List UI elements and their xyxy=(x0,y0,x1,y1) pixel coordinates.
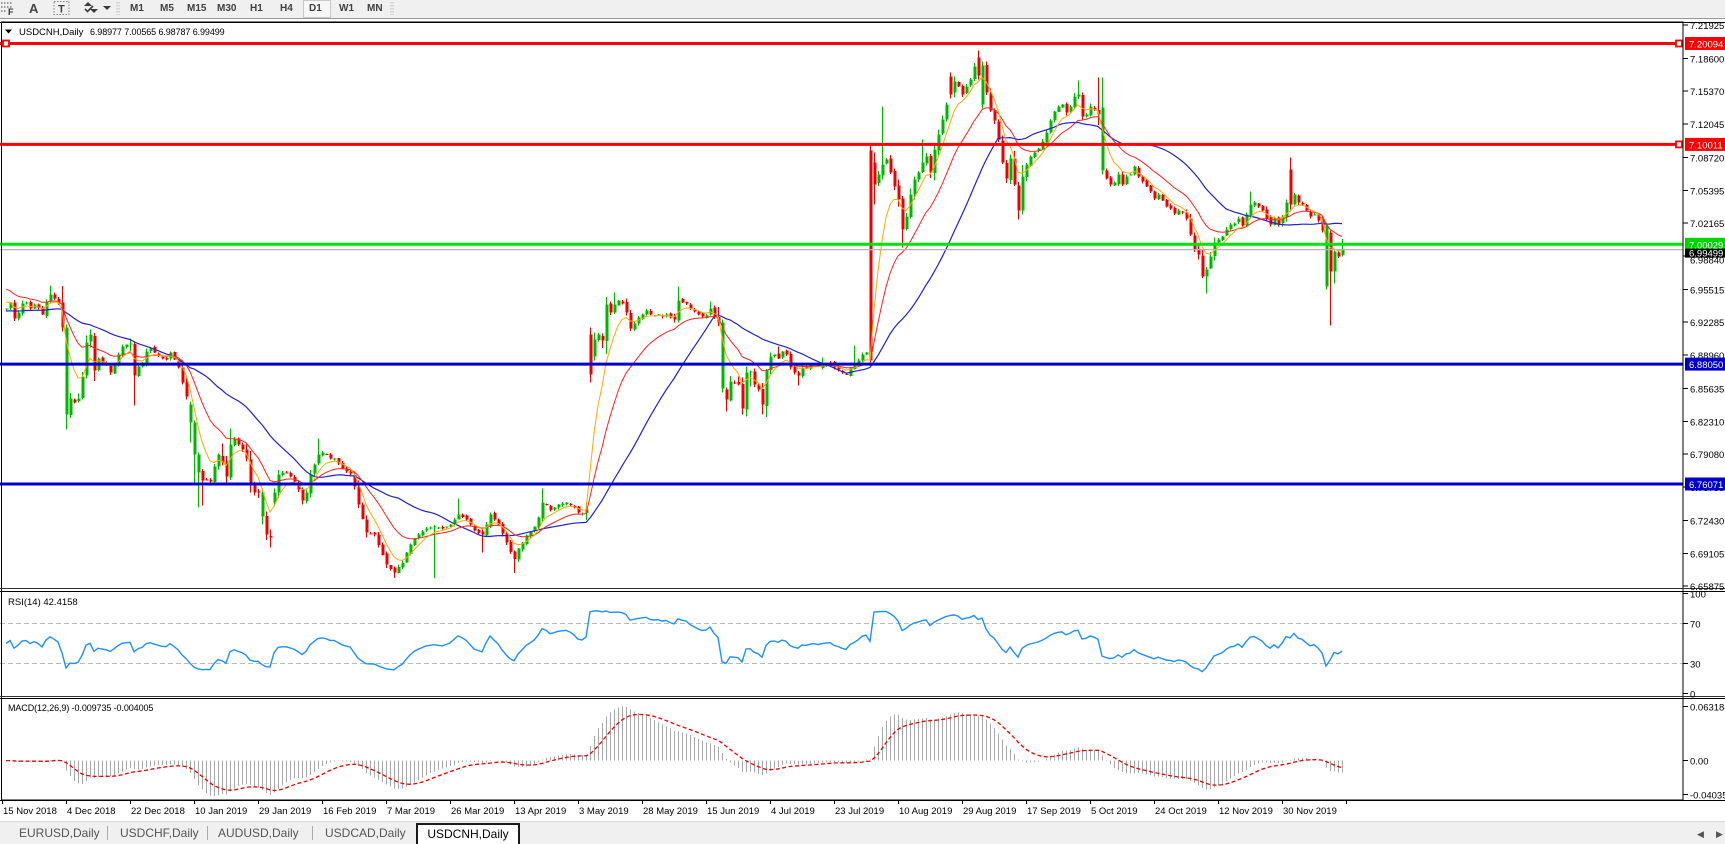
svg-text:6.88050: 6.88050 xyxy=(1689,360,1723,371)
svg-text:30 Nov 2019: 30 Nov 2019 xyxy=(1283,806,1337,817)
svg-text:6.95515: 6.95515 xyxy=(1690,285,1724,296)
svg-text:6.72430: 6.72430 xyxy=(1690,516,1724,527)
svg-text:13 Apr 2019: 13 Apr 2019 xyxy=(515,806,566,817)
svg-text:3 May 2019: 3 May 2019 xyxy=(579,806,629,817)
svg-text:A: A xyxy=(29,1,39,16)
svg-text:6.79080: 6.79080 xyxy=(1690,450,1724,461)
svg-text:29 Aug 2019: 29 Aug 2019 xyxy=(963,806,1016,817)
svg-text:4 Dec 2018: 4 Dec 2018 xyxy=(67,806,116,817)
svg-text:6.69105: 6.69105 xyxy=(1690,550,1724,561)
svg-text:12 Nov 2019: 12 Nov 2019 xyxy=(1219,806,1273,817)
svg-text:16 Feb 2019: 16 Feb 2019 xyxy=(323,806,376,817)
svg-text:6.88960: 6.88960 xyxy=(1690,351,1724,362)
svg-text:0.063184: 0.063184 xyxy=(1690,703,1725,714)
svg-text:15 Nov 2018: 15 Nov 2018 xyxy=(3,806,57,817)
svg-text:7.12045: 7.12045 xyxy=(1690,120,1724,131)
svg-text:29 Jan 2019: 29 Jan 2019 xyxy=(259,806,311,817)
svg-text:T: T xyxy=(58,4,65,16)
svg-text:7.21925: 7.21925 xyxy=(1690,21,1724,32)
svg-text:10 Aug 2019: 10 Aug 2019 xyxy=(899,806,952,817)
svg-text:24 Oct 2019: 24 Oct 2019 xyxy=(1155,806,1207,817)
svg-text:22 Dec 2018: 22 Dec 2018 xyxy=(131,806,185,817)
svg-text:6.85635: 6.85635 xyxy=(1690,384,1724,395)
svg-text:6.82310: 6.82310 xyxy=(1690,418,1724,429)
svg-text:MACD(12,26,9) -0.009735 -0.004: MACD(12,26,9) -0.009735 -0.004005 xyxy=(8,703,153,713)
svg-text:7.02165: 7.02165 xyxy=(1690,219,1724,230)
svg-text:30: 30 xyxy=(1690,660,1701,671)
svg-text:100: 100 xyxy=(1690,590,1706,601)
svg-text:17 Sep 2019: 17 Sep 2019 xyxy=(1027,806,1081,817)
svg-text:7.08720: 7.08720 xyxy=(1690,153,1724,164)
svg-text:6.99499: 6.99499 xyxy=(1689,249,1723,260)
svg-text:7.10011: 7.10011 xyxy=(1689,140,1723,151)
svg-text:5 Oct 2019: 5 Oct 2019 xyxy=(1091,806,1137,817)
svg-text:7.20094: 7.20094 xyxy=(1689,40,1723,51)
svg-text:0: 0 xyxy=(1690,690,1695,701)
svg-text:10 Jan 2019: 10 Jan 2019 xyxy=(195,806,247,817)
svg-text:6.98840: 6.98840 xyxy=(1690,256,1724,267)
svg-text:RSI(14) 42.4158: RSI(14) 42.4158 xyxy=(8,597,78,608)
svg-text:26 Mar 2019: 26 Mar 2019 xyxy=(451,806,504,817)
svg-text:7.18600: 7.18600 xyxy=(1690,54,1724,65)
svg-text:F: F xyxy=(8,7,14,17)
svg-text:6.92285: 6.92285 xyxy=(1690,318,1724,329)
svg-text:7.15370: 7.15370 xyxy=(1690,87,1724,98)
svg-text:-0.040355: -0.040355 xyxy=(1690,791,1725,802)
svg-text:6.65875: 6.65875 xyxy=(1690,582,1724,593)
svg-text:0.00: 0.00 xyxy=(1690,757,1709,768)
svg-text:70: 70 xyxy=(1690,620,1701,631)
svg-text:4 Jul 2019: 4 Jul 2019 xyxy=(771,806,815,817)
svg-text:6.98977 7.00565 6.98787 6.9949: 6.98977 7.00565 6.98787 6.99499 xyxy=(90,27,225,37)
svg-text:7 Mar 2019: 7 Mar 2019 xyxy=(387,806,435,817)
svg-text:15 Jun 2019: 15 Jun 2019 xyxy=(707,806,759,817)
svg-text:USDCNH,Daily: USDCNH,Daily xyxy=(19,27,84,38)
svg-text:6.76071: 6.76071 xyxy=(1689,480,1723,491)
svg-text:28 May 2019: 28 May 2019 xyxy=(643,806,698,817)
svg-text:23 Jul 2019: 23 Jul 2019 xyxy=(835,806,884,817)
svg-text:7.05395: 7.05395 xyxy=(1690,187,1724,198)
svg-text:7.00029: 7.00029 xyxy=(1689,240,1723,251)
